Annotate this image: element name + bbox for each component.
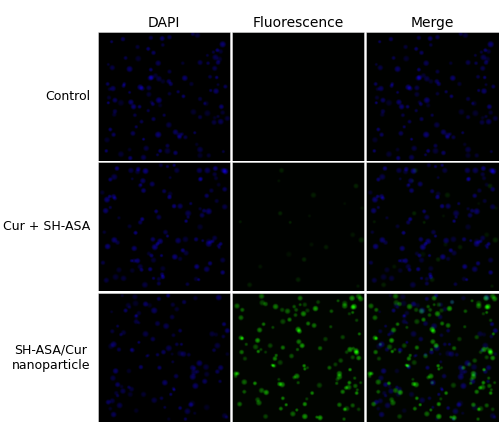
Text: DAPI: DAPI <box>148 16 180 30</box>
Text: Merge: Merge <box>411 16 455 30</box>
Text: SH-ASA/Cur
nanoparticle: SH-ASA/Cur nanoparticle <box>12 343 90 372</box>
Text: Fluorescence: Fluorescence <box>252 16 344 30</box>
Text: Cur + SH-ASA: Cur + SH-ASA <box>3 220 90 233</box>
Text: Control: Control <box>45 90 90 103</box>
